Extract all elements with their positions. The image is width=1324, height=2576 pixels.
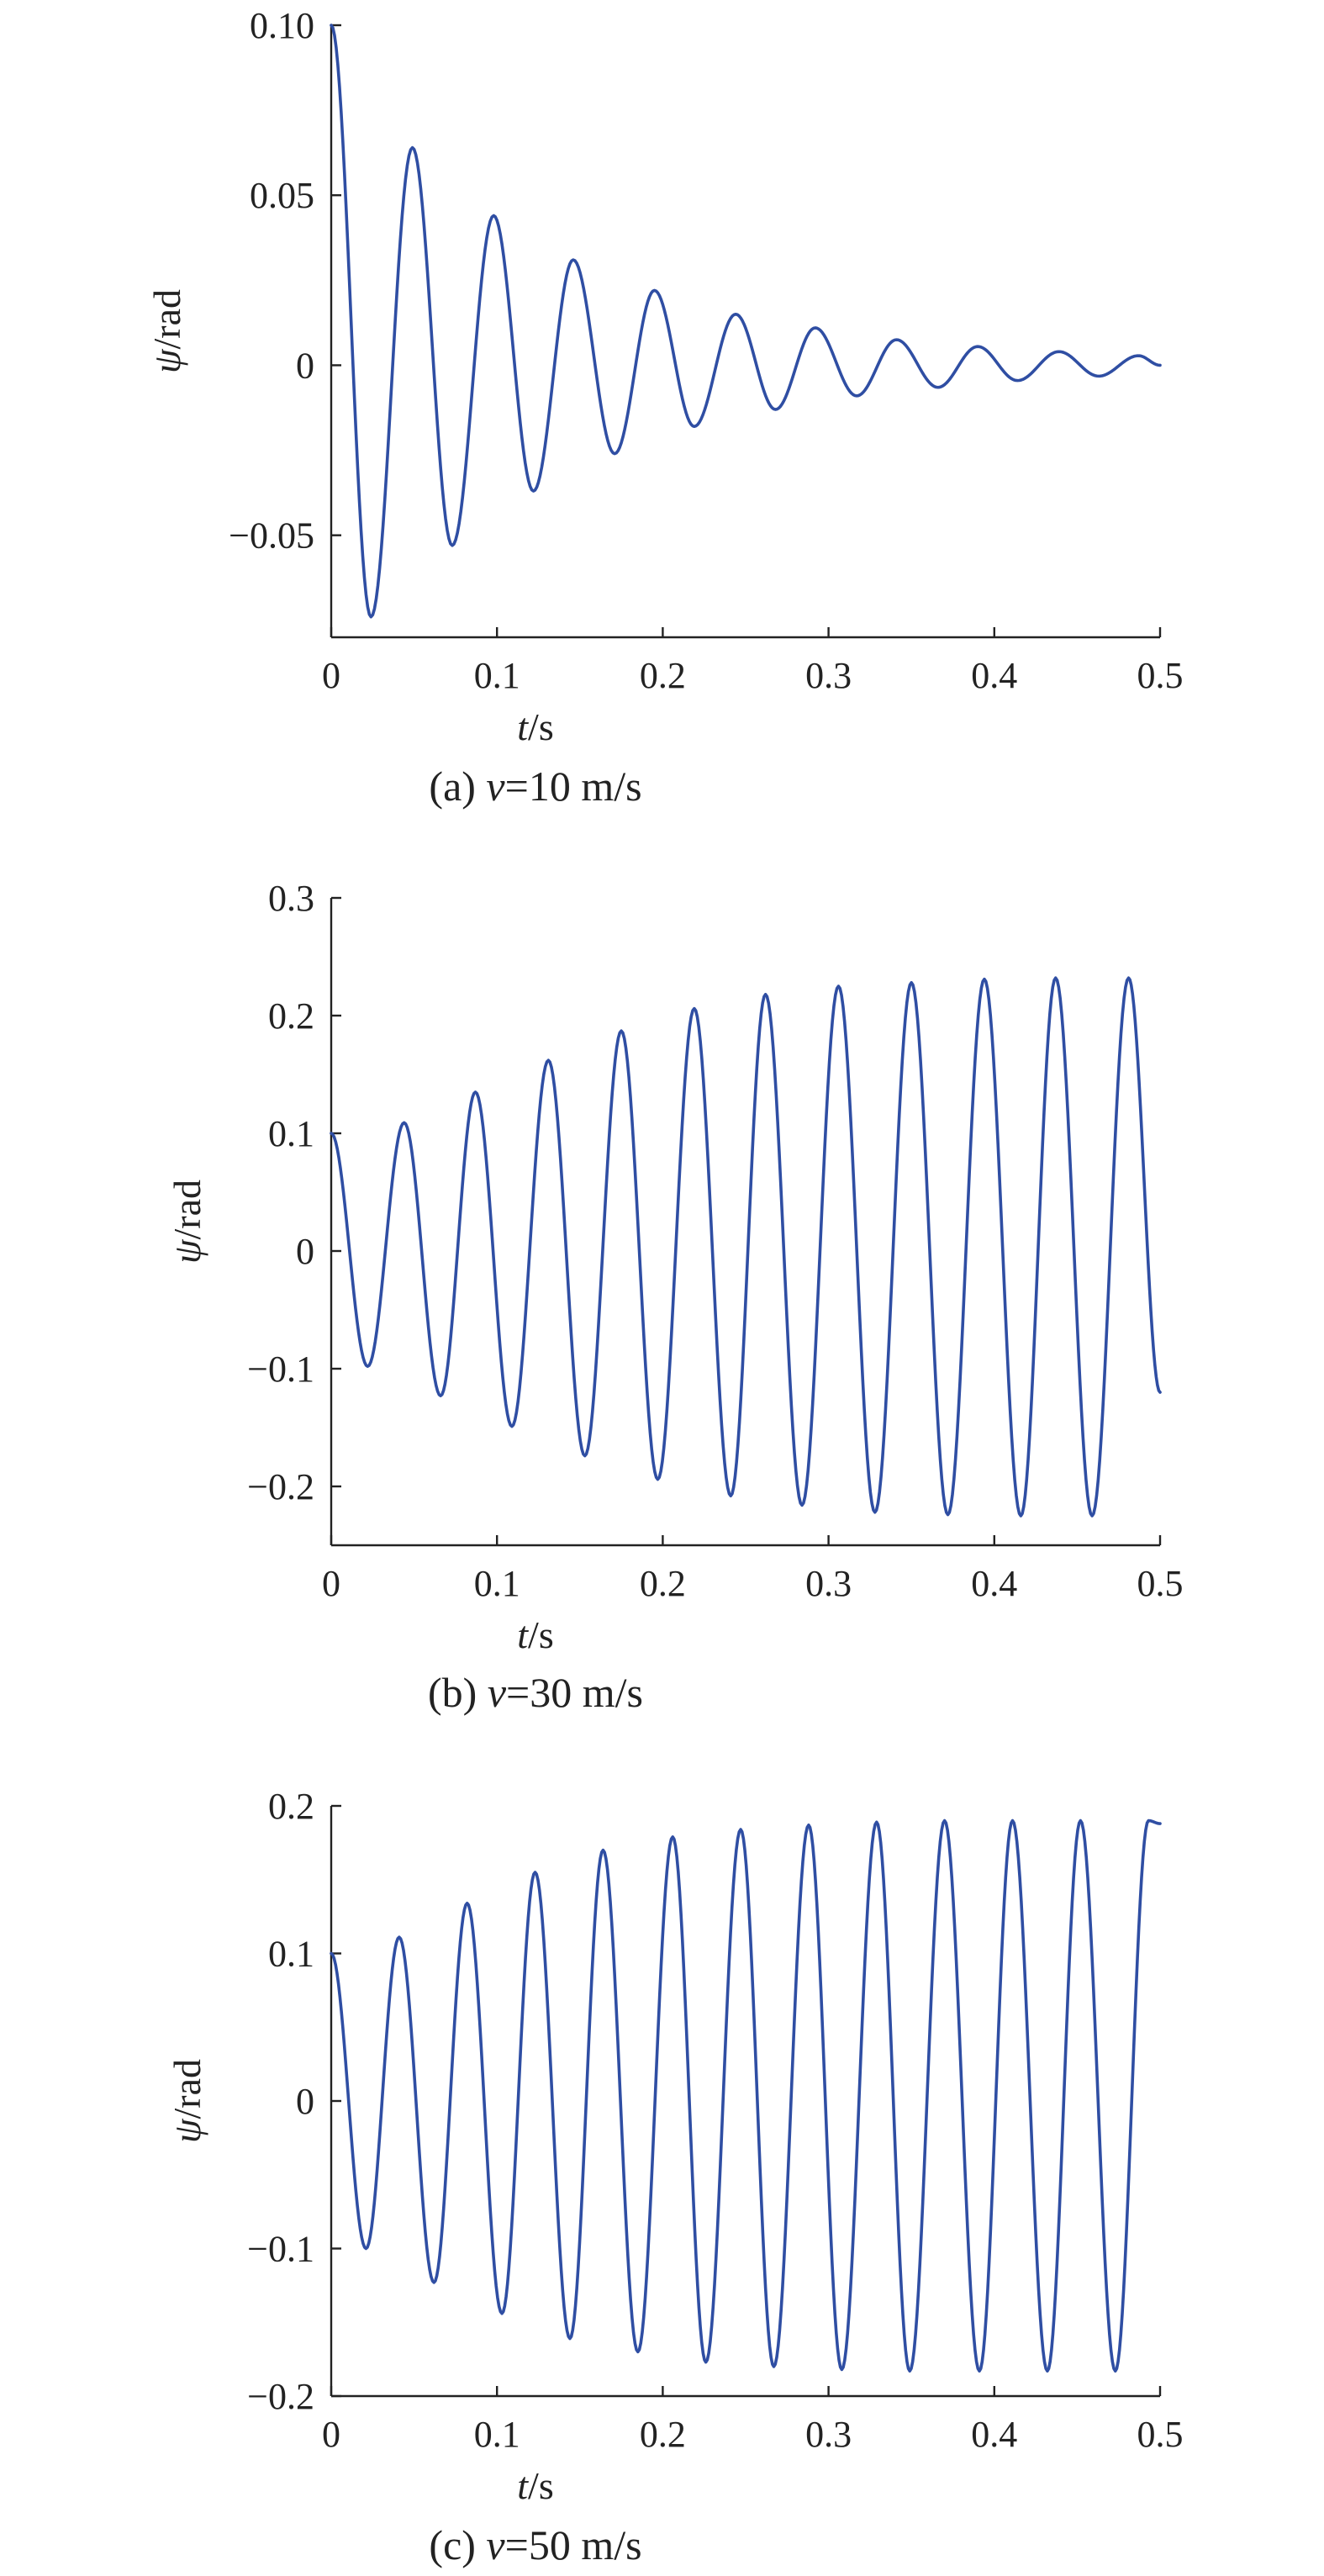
y-axis-label-var: ψ <box>145 348 188 373</box>
caption-prefix: (c) <box>429 2521 486 2568</box>
x-tick-label: 0.4 <box>971 2414 1017 2455</box>
x-tick-label: 0.3 <box>805 1563 852 1604</box>
x-axis-label-unit: /s <box>528 2464 554 2507</box>
x-axis-label: t/s <box>517 705 553 748</box>
y-tick-label: −0.1 <box>247 2229 314 2270</box>
caption-rest: =30 m/s <box>506 1669 643 1716</box>
x-tick-label: 0.5 <box>1137 2414 1184 2455</box>
x-tick-label: 0 <box>322 655 340 696</box>
caption-prefix: (b) <box>428 1669 488 1716</box>
x-tick-label: 0.2 <box>640 2414 686 2455</box>
chart-caption: (b) v=30 m/s <box>428 1669 643 1716</box>
y-axis-label-unit: /rad <box>145 289 188 350</box>
series-line <box>330 976 1162 1518</box>
chart-caption: (c) v=50 m/s <box>429 2521 641 2568</box>
x-axis-label: t/s <box>517 1613 553 1656</box>
caption-rest: =10 m/s <box>505 763 642 810</box>
x-tick-label: 0.1 <box>474 1563 520 1604</box>
y-tick-label: −0.2 <box>247 1466 314 1507</box>
chart-panel: 0 0.1 0.2 0.3 0.4 0.5 0.3 0.2 0.1 0 −0.1 −0.2 t/s ψ/r… <box>166 878 1184 1716</box>
caption-var: v <box>486 2521 505 2568</box>
y-axis-label: ψ/rad <box>145 289 188 373</box>
chart-caption: (a) v=10 m/s <box>429 763 641 810</box>
x-axis-label-unit: /s <box>528 1613 554 1656</box>
x-tick-label: 0.4 <box>971 655 1017 696</box>
x-tick-label: 0.3 <box>805 2414 852 2455</box>
x-tick-label: 0 <box>322 1563 340 1604</box>
chart-panel: 0 0.1 0.2 0.3 0.4 0.5 0.2 0.1 0 −0.1 −0.2 t/s ψ/rad (… <box>166 1786 1184 2568</box>
y-tick-label: 0.1 <box>268 1113 314 1154</box>
y-axis-label-var: ψ <box>166 2118 208 2143</box>
y-tick-label: 0.1 <box>268 1934 314 1975</box>
y-tick-label: 0.05 <box>250 175 314 216</box>
x-axis-label-var: t <box>517 1613 529 1656</box>
chart-panel: 0 0.1 0.2 0.3 0.4 0.5 0.10 0.05 0 −0.05 t/s ψ/rad (a… <box>145 5 1184 810</box>
y-axis-label: ψ/rad <box>166 2059 208 2143</box>
x-axis-label-var: t <box>517 2464 529 2507</box>
x-tick-label: 0 <box>322 2414 340 2455</box>
y-tick-label: 0.10 <box>250 5 314 46</box>
y-tick-label: 0.2 <box>268 1786 314 1827</box>
y-axis-label-unit: /rad <box>166 1180 208 1240</box>
caption-var: v <box>488 1669 507 1716</box>
y-tick-label: 0 <box>296 2081 314 2122</box>
x-tick-label: 0.4 <box>971 1563 1017 1604</box>
y-tick-label: −0.1 <box>247 1349 314 1390</box>
caption-var: v <box>486 763 505 810</box>
y-tick-label: 0 <box>296 345 314 386</box>
series-line <box>330 1819 1162 2373</box>
series-line <box>330 24 1162 619</box>
y-axis-label: ψ/rad <box>166 1180 208 1264</box>
x-axis-label-unit: /s <box>528 705 554 748</box>
x-axis-label: t/s <box>517 2464 553 2507</box>
caption-rest: =50 m/s <box>505 2521 642 2568</box>
y-tick-label: −0.05 <box>229 515 314 557</box>
y-axis-label-unit: /rad <box>166 2059 208 2119</box>
y-tick-label: 0.2 <box>268 995 314 1037</box>
y-tick-label: 0.3 <box>268 878 314 919</box>
x-tick-label: 0.5 <box>1137 655 1184 696</box>
x-tick-label: 0.3 <box>805 655 852 696</box>
caption-prefix: (a) <box>429 763 486 810</box>
x-axis-label-var: t <box>517 705 529 748</box>
x-tick-label: 0.1 <box>474 655 520 696</box>
y-tick-label: 0 <box>296 1231 314 1272</box>
x-tick-label: 0.1 <box>474 2414 520 2455</box>
x-tick-label: 0.2 <box>640 655 686 696</box>
y-axis-label-var: ψ <box>166 1238 208 1264</box>
x-tick-label: 0.2 <box>640 1563 686 1604</box>
x-tick-label: 0.5 <box>1137 1563 1184 1604</box>
y-tick-label: −0.2 <box>247 2376 314 2417</box>
